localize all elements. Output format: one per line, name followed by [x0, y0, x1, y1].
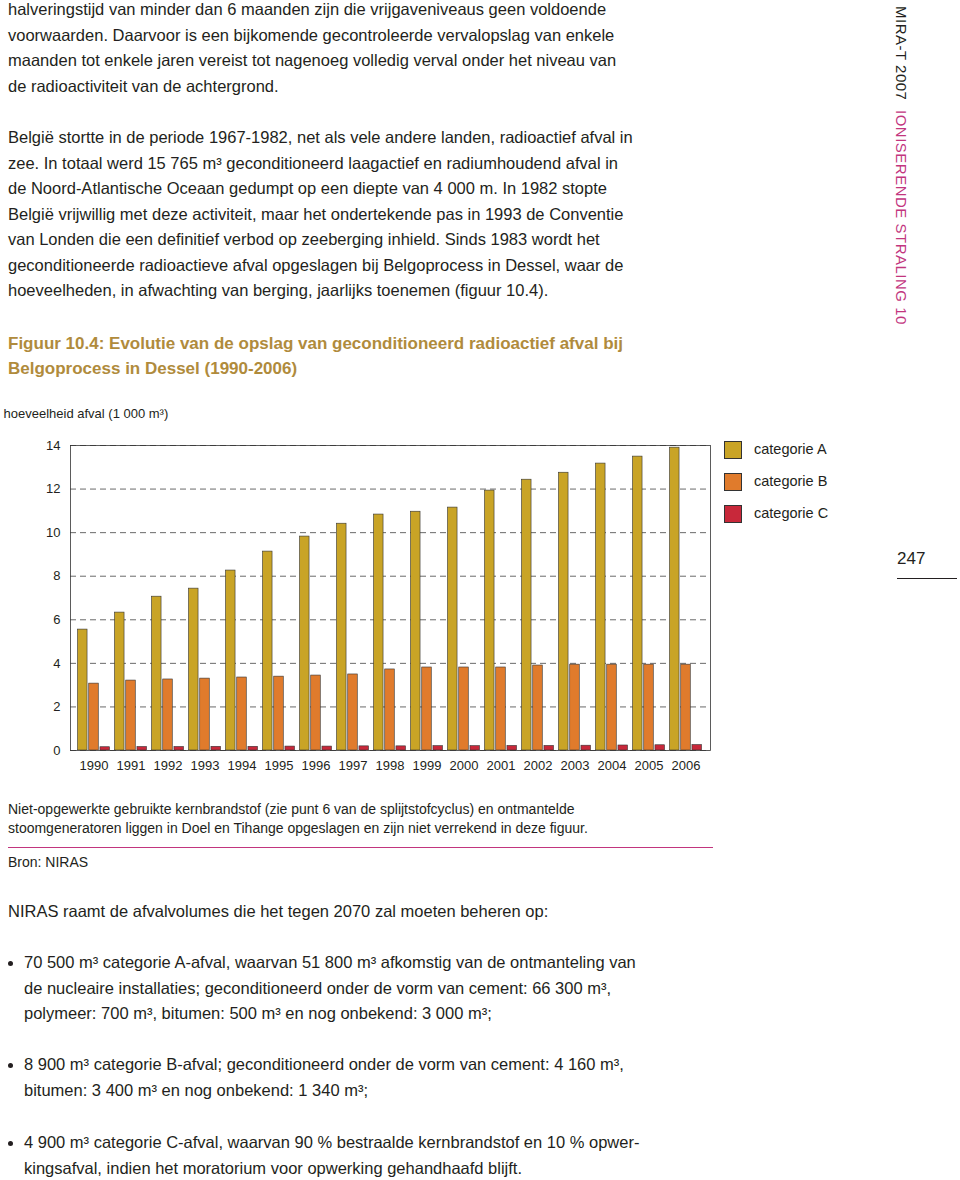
- html-text:van Londen die een definitief: van Londen die een definitief verbod op …: [8, 230, 600, 248]
- html-text:de nucleaire installaties; gec: de nucleaire installaties; geconditionee…: [24, 978, 611, 997]
- html-text:categorie B: categorie B: [754, 473, 828, 489]
- svg-text:2006: 2006: [672, 758, 701, 773]
- html-text:247: 247: [897, 549, 926, 568]
- svg-text:0: 0: [53, 743, 60, 758]
- svg-text:1997: 1997: [339, 758, 368, 773]
- svg-text:2000: 2000: [450, 758, 479, 773]
- svg-text:2001: 2001: [487, 758, 516, 773]
- svg-text:1999: 1999: [413, 758, 442, 773]
- html-text:IONISERENDE STRALING 10: IONISERENDE STRALING 10: [893, 110, 910, 326]
- html-text:kingsafval, indien het morator: kingsafval, indien het moratorium voor o…: [24, 1158, 522, 1177]
- html-text:MIRA-T 2007: MIRA-T 2007: [893, 6, 910, 101]
- html-text:polymeer: 700 m³, bitumen: 500: polymeer: 700 m³, bitumen: 500 m³ en nog…: [24, 1004, 492, 1022]
- svg-text:2003: 2003: [561, 758, 590, 773]
- svg-text:6: 6: [53, 612, 60, 627]
- html-text:halveringstijd van minder dan: halveringstijd van minder dan 6 maanden …: [8, 0, 607, 18]
- html-text:geconditioneerde radioactieve: geconditioneerde radioactieve afval opge…: [8, 255, 624, 274]
- html-text:70 500 m³ categorie A-afval, w: 70 500 m³ categorie A-afval, waarvan 51 …: [24, 953, 636, 971]
- svg-text:2005: 2005: [635, 758, 664, 773]
- html-text:NIRAS raamt de afvalvolumes di: NIRAS raamt de afvalvolumes die het tege…: [8, 902, 549, 920]
- html-text:categorie C: categorie C: [754, 505, 829, 521]
- html-text:de radioactiviteit van de acht: de radioactiviteit van de achtergrond.: [8, 76, 279, 95]
- html-text:4 900 m³ categorie C-afval, wa: 4 900 m³ categorie C-afval, waarvan 90 %…: [24, 1133, 640, 1151]
- html-text:categorie A: categorie A: [754, 441, 827, 457]
- svg-text:1991: 1991: [117, 758, 146, 773]
- html-text:Figuur 10.4: Evolutie van de o: Figuur 10.4: Evolutie van de opslag van …: [8, 334, 623, 378]
- svg-text:4: 4: [53, 656, 60, 671]
- svg-text:1996: 1996: [302, 758, 331, 773]
- svg-text:1994: 1994: [228, 758, 257, 773]
- svg-text:12: 12: [46, 481, 60, 496]
- html-text:Niet-opgewerkte gebruikte kern: Niet-opgewerkte gebruikte kernbrandstof …: [8, 801, 575, 817]
- html-text:voorwaarden. Daarvoor is een b: voorwaarden. Daarvoor is een bijkomende …: [8, 25, 615, 44]
- svg-text:1992: 1992: [154, 758, 183, 773]
- svg-text:1993: 1993: [191, 758, 220, 773]
- html-text:hoeveelheden, in afwachting va: hoeveelheden, in afwachting van berging,…: [8, 281, 549, 299]
- html-text:de Noord-Atlantische Oceaan ge: de Noord-Atlantische Oceaan gedumpt op e…: [8, 179, 607, 197]
- svg-text:1998: 1998: [376, 758, 405, 773]
- svg-text:2004: 2004: [598, 758, 627, 773]
- html-text:stoomgeneratoren liggen in Doe: stoomgeneratoren liggen in Doel en Tihan…: [8, 820, 588, 836]
- svg-text:8: 8: [53, 568, 60, 583]
- svg-text:1995: 1995: [265, 758, 294, 773]
- svg-text:2002: 2002: [524, 758, 553, 773]
- svg-text:hoeveelheid afval (1 000 m³): hoeveelheid afval (1 000 m³): [4, 406, 169, 421]
- html-text:België stortte in de periode 1: België stortte in de periode 1967-1982, …: [8, 128, 633, 146]
- html-text:bitumen: 3 400 m³ en nog onbek: bitumen: 3 400 m³ en nog onbekend: 1 340…: [24, 1080, 368, 1099]
- svg-text:14: 14: [46, 438, 60, 453]
- svg-text:10: 10: [46, 525, 60, 540]
- html-text:zee. In totaal werd 15 765 m³: zee. In totaal werd 15 765 m³ geconditio…: [8, 153, 618, 172]
- html-text:8 900 m³ categorie B-afval; ge: 8 900 m³ categorie B-afval; geconditione…: [24, 1055, 624, 1073]
- svg-text:2: 2: [53, 699, 60, 714]
- html-text:Bron: NIRAS: Bron: NIRAS: [8, 854, 89, 870]
- html-text:maanden tot enkele jaren verei: maanden tot enkele jaren vereist tot nag…: [8, 51, 617, 69]
- svg-text:1990: 1990: [80, 758, 109, 773]
- html-text:België vrijwillig met deze act: België vrijwillig met deze activiteit, m…: [8, 204, 624, 223]
